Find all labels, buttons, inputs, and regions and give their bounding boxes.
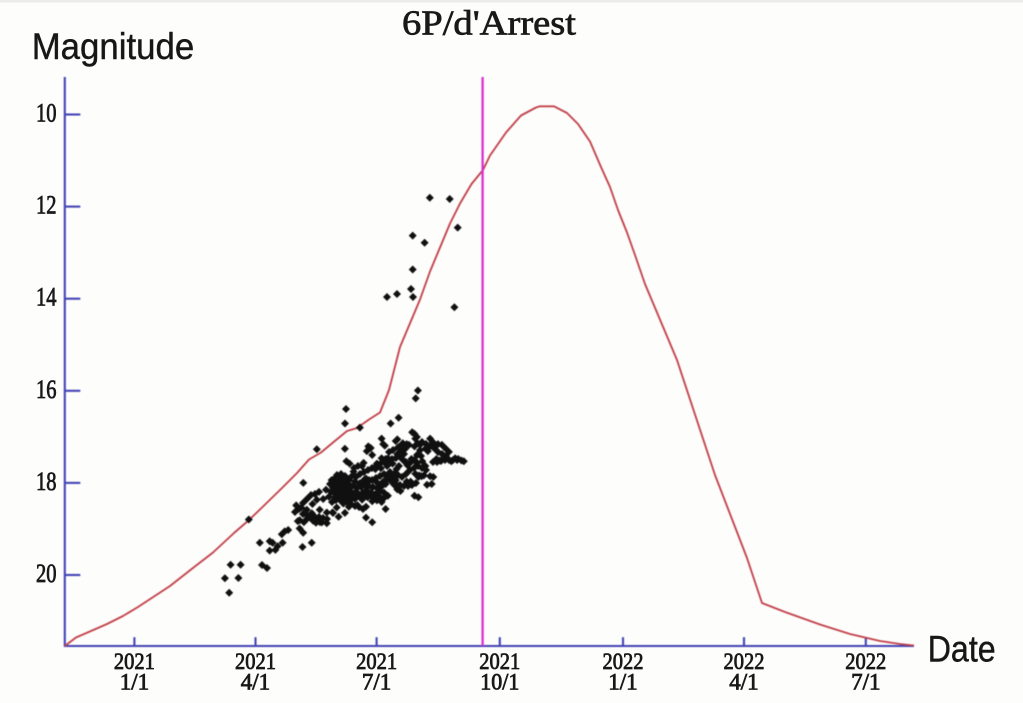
svg-text:12: 12 <box>36 191 57 220</box>
svg-text:10/1: 10/1 <box>480 670 519 695</box>
svg-text:Magnitude: Magnitude <box>32 26 195 67</box>
svg-text:Date: Date <box>928 629 996 670</box>
svg-text:4/1: 4/1 <box>729 670 758 695</box>
svg-text:6P/d'Arrest: 6P/d'Arrest <box>402 4 576 43</box>
svg-text:2022: 2022 <box>845 649 886 674</box>
svg-text:7/1: 7/1 <box>362 670 391 695</box>
svg-text:16: 16 <box>36 375 57 404</box>
svg-text:2021: 2021 <box>479 649 520 674</box>
svg-text:20: 20 <box>36 559 57 588</box>
svg-text:2022: 2022 <box>724 649 765 674</box>
svg-text:1/1: 1/1 <box>608 670 637 695</box>
svg-text:14: 14 <box>36 283 57 312</box>
svg-text:4/1: 4/1 <box>241 670 270 695</box>
svg-text:2021: 2021 <box>356 649 397 674</box>
svg-text:2022: 2022 <box>603 649 644 674</box>
svg-text:2021: 2021 <box>114 649 155 674</box>
svg-text:7/1: 7/1 <box>851 670 880 695</box>
svg-text:2021: 2021 <box>235 649 276 674</box>
svg-text:10: 10 <box>36 99 57 128</box>
svg-text:18: 18 <box>36 467 57 496</box>
svg-text:1/1: 1/1 <box>120 670 149 695</box>
